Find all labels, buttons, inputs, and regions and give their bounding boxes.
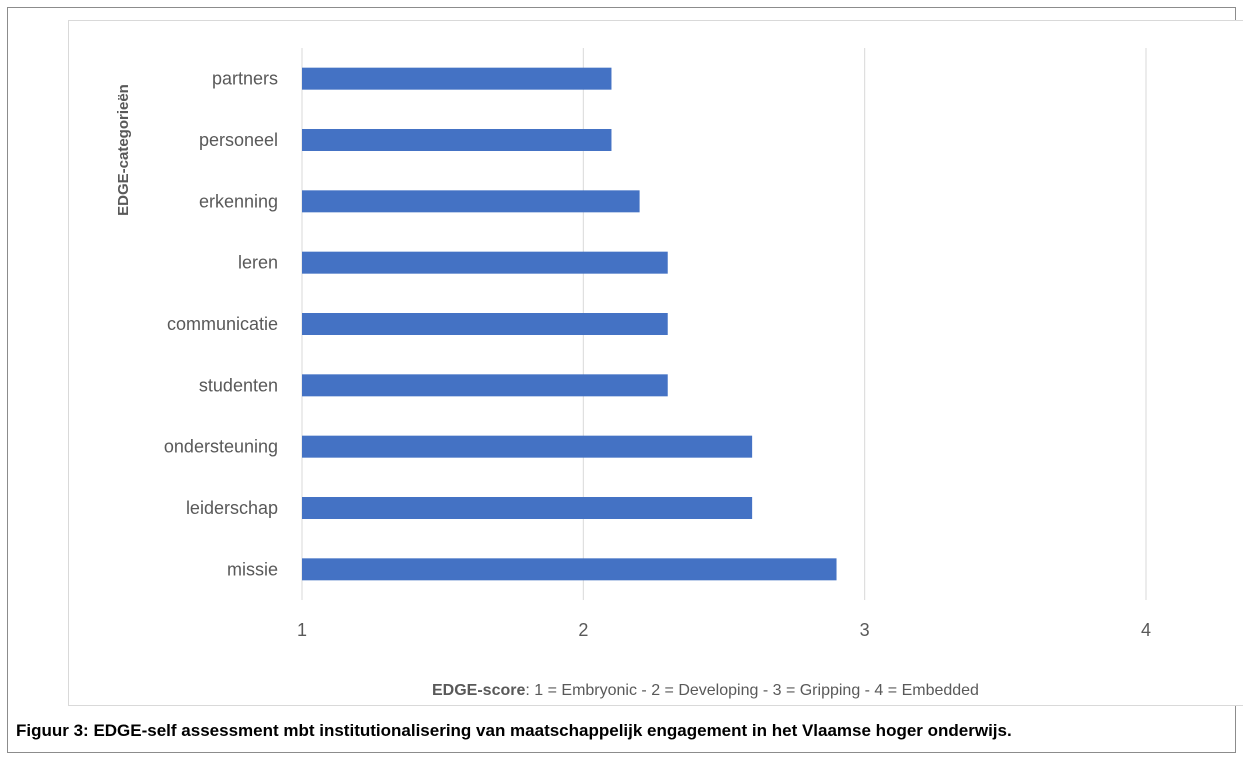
x-tick-label: 1 <box>297 620 307 640</box>
bar-ondersteuning <box>302 435 753 458</box>
category-label-erkenning: erkenning <box>199 191 278 211</box>
bar-communicatie <box>302 313 668 335</box>
category-label-missie: missie <box>227 559 278 579</box>
x-tick-label: 4 <box>1141 620 1151 640</box>
bar-missie <box>302 558 837 581</box>
bar-leiderschap <box>302 497 753 519</box>
x-axis-legend-text: : 1 = Embryonic - 2 = Developing - 3 = G… <box>525 682 979 699</box>
bar-partners <box>302 67 612 90</box>
bar-leren <box>302 251 668 274</box>
category-label-studenten: studenten <box>199 375 278 395</box>
bar-personeel <box>302 129 612 151</box>
chart-area <box>68 20 1243 706</box>
category-label-partners: partners <box>212 69 278 89</box>
category-label-personeel: personeel <box>199 130 278 150</box>
bar-erkenning <box>302 190 640 213</box>
category-label-leiderschap: leiderschap <box>186 498 278 518</box>
category-label-ondersteuning: ondersteuning <box>164 437 278 457</box>
bar-studenten <box>302 374 668 397</box>
figure-caption: Figuur 3: EDGE-self assessment mbt insti… <box>16 721 1012 740</box>
x-tick-label: 2 <box>578 620 588 640</box>
x-axis-title: EDGE-score <box>432 682 526 699</box>
x-tick-label: 3 <box>860 620 870 640</box>
category-label-leren: leren <box>238 253 278 273</box>
x-axis-note: EDGE-score: 1 = Embryonic - 2 = Developi… <box>432 682 979 700</box>
category-label-communicatie: communicatie <box>167 314 278 334</box>
y-axis-title: EDGE-categorieën <box>115 84 132 216</box>
